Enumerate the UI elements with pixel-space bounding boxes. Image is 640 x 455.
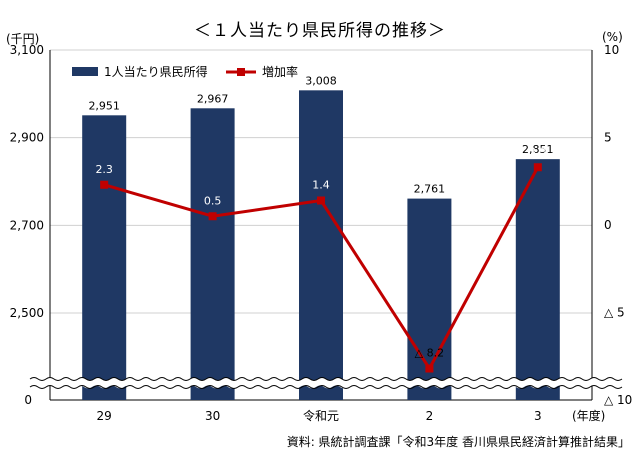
left-axis-unit: (千円) [6, 32, 40, 46]
bar-value-label: 2,851 [522, 143, 554, 156]
growth-rate-label: 0.5 [204, 194, 222, 207]
right-tick-label: 10 [604, 43, 619, 57]
growth-rate-label: 2.3 [95, 163, 113, 176]
growth-rate-marker [100, 180, 109, 189]
left-tick-label: 2,500 [10, 306, 44, 320]
bar [515, 159, 560, 400]
growth-rate-marker [533, 163, 542, 172]
bar-value-label: 2,951 [88, 99, 120, 112]
legend-line-label: 増加率 [262, 64, 298, 79]
right-tick-label: 0 [604, 218, 612, 232]
right-tick-label: 5 [604, 131, 612, 145]
legend-line-marker [237, 68, 245, 76]
bar-value-label: 2,761 [414, 183, 446, 196]
legend-bar-label: 1人当たり県民所得 [104, 64, 208, 79]
axis-break-line [29, 377, 623, 381]
right-axis-unit: (%) [602, 30, 623, 44]
x-tick-label: 29 [97, 409, 112, 423]
x-tick-label: 30 [205, 409, 220, 423]
legend-bar-swatch [72, 67, 98, 76]
right-tick-label: △ 10 [604, 393, 632, 407]
right-tick-label: △ 5 [604, 306, 625, 320]
bar-value-label: 3,008 [305, 74, 337, 87]
x-tick-label: 2 [426, 409, 434, 423]
left-tick-label: 2,700 [10, 218, 44, 232]
bar [299, 90, 343, 401]
growth-rate-marker [317, 196, 325, 205]
bar [82, 115, 127, 400]
bar [190, 108, 235, 400]
left-tick-label: 2,900 [10, 131, 44, 145]
axis-break-line [29, 385, 623, 389]
source-note: 資料: 県統計調査課「令和3年度 香川県県民経済計算推計結果」 [286, 435, 630, 449]
growth-rate-label: 1.4 [312, 179, 330, 192]
x-tick-label: 3 [534, 409, 542, 423]
growth-rate-marker [208, 212, 217, 221]
bar-value-label: 2,967 [197, 92, 229, 105]
chart-title: ＜１人当たり県民所得の推移＞ [194, 21, 446, 41]
x-axis-unit: (年度) [572, 408, 605, 423]
left-tick-label: 0 [24, 393, 32, 407]
x-tick-label: 令和元 [303, 408, 339, 423]
growth-rate-label: △ 8.2 [415, 347, 444, 360]
growth-rate-label: 3.3 [529, 145, 547, 158]
growth-rate-marker [425, 364, 434, 373]
left-tick-label: 3,100 [10, 43, 44, 57]
